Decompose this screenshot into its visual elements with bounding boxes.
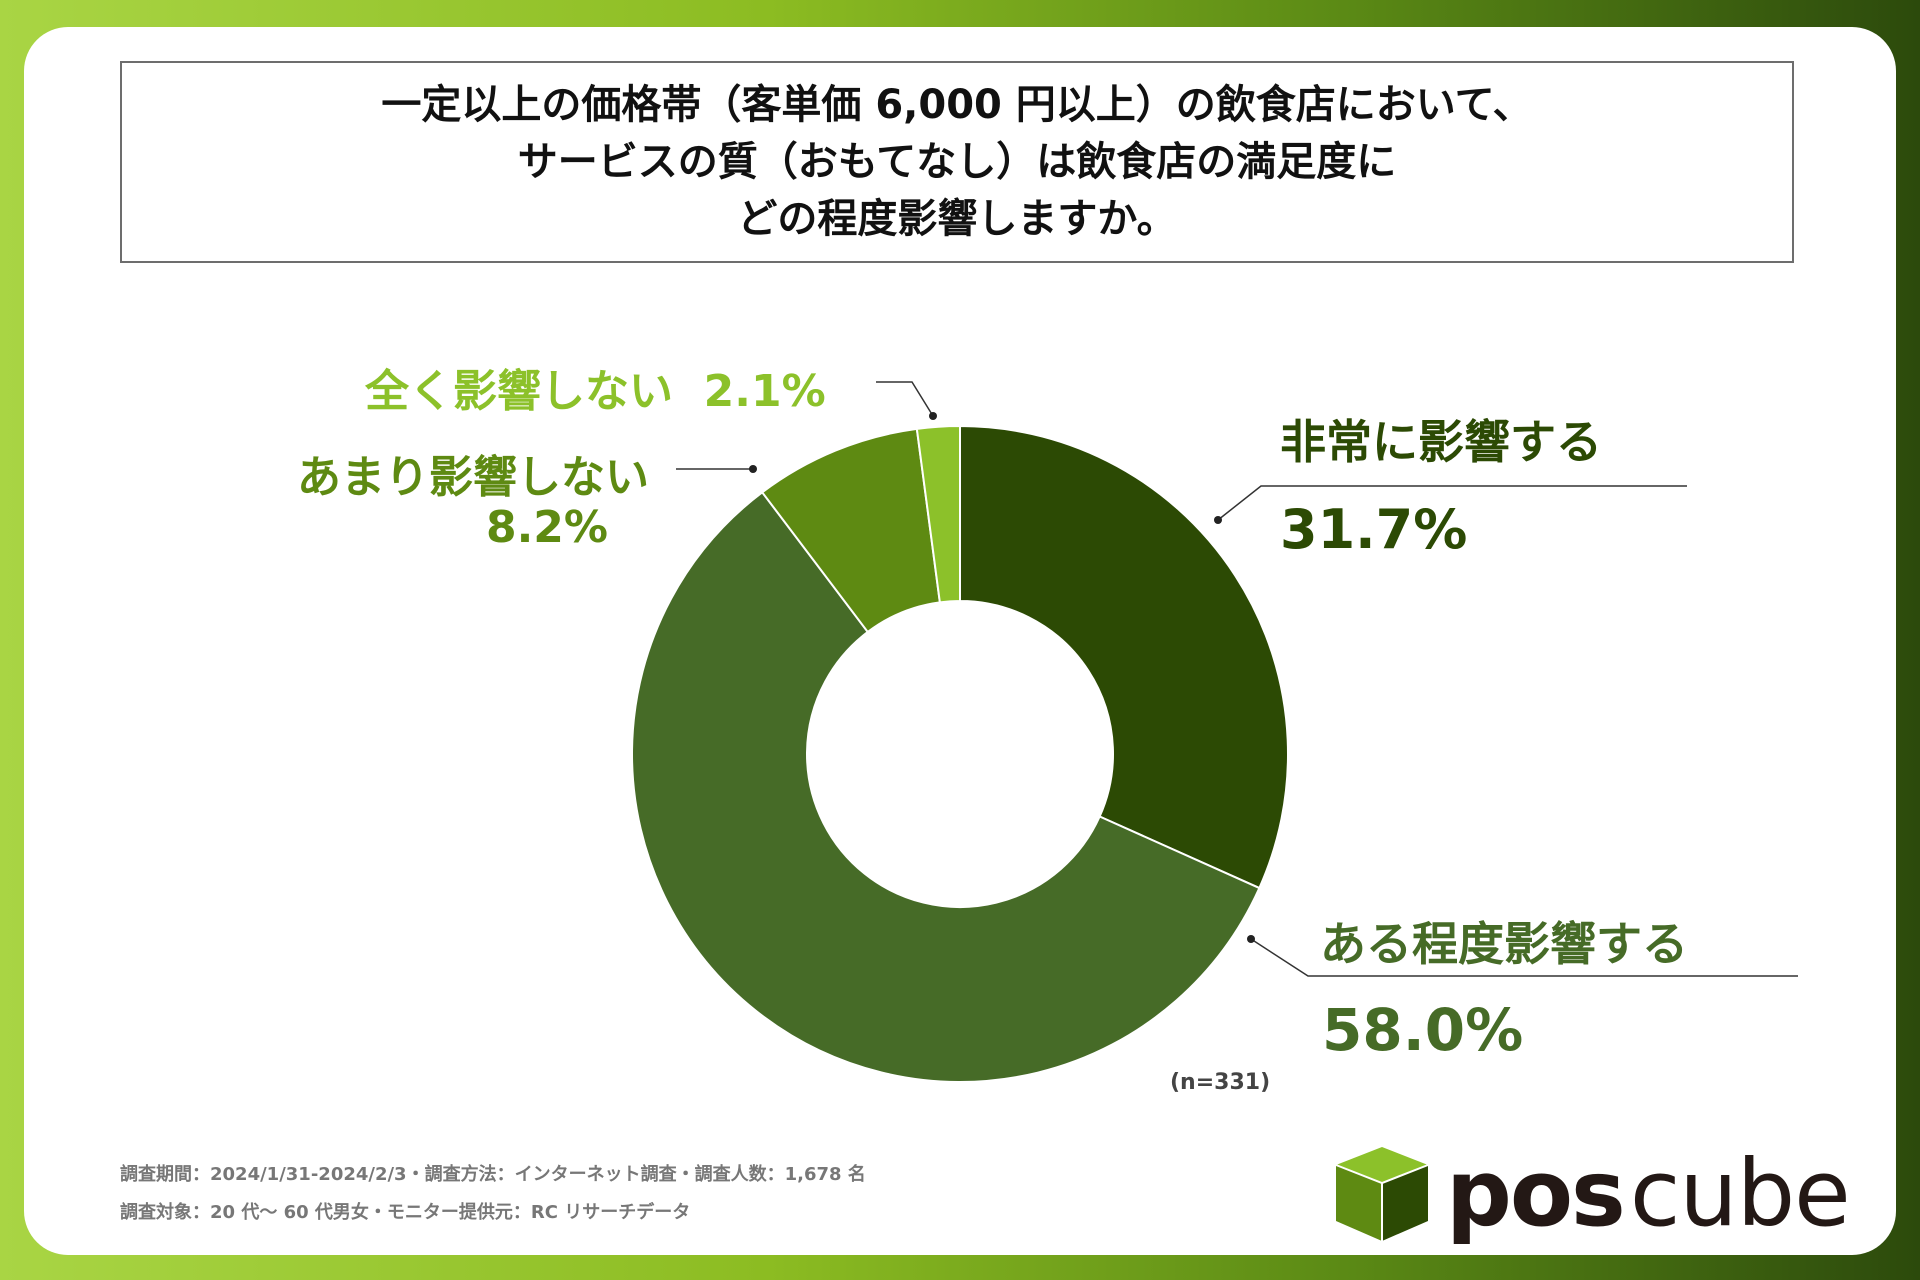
leader-dot-3 bbox=[929, 412, 937, 420]
footer-survey-info: 調査期間：2024/1/31-2024/2/3・調査方法：インターネット調査・調… bbox=[120, 1164, 866, 1185]
label-value-2: 8.2% bbox=[485, 502, 608, 553]
title-line-2: サービスの質（おもてなし）は飲食店の満足度に bbox=[517, 138, 1397, 185]
label-category-0: 非常に影響する bbox=[1280, 415, 1602, 469]
label-group-3: 全く影響しない 2.1% bbox=[365, 355, 826, 419]
label-category-3: 全く影響しない bbox=[365, 366, 673, 417]
leader-line-3 bbox=[876, 381, 934, 417]
donut-slice-0 bbox=[959, 424, 1289, 890]
label-category-1: ある程度影響する bbox=[1320, 917, 1688, 971]
poscube-logo: pos cube bbox=[1332, 1140, 1851, 1247]
footer-survey-target: 調査対象：20 代～ 60 代男女・モニター提供元：RC リサーチデータ bbox=[120, 1202, 691, 1223]
title-line-3: どの程度影響しますか。 bbox=[737, 195, 1177, 242]
cube-icon bbox=[1335, 1147, 1429, 1241]
label-value-0: 31.7% bbox=[1280, 498, 1468, 561]
label-value-1: 58.0% bbox=[1322, 996, 1524, 1064]
logo-text-bold: pos bbox=[1446, 1139, 1626, 1247]
donut-slice-1 bbox=[631, 490, 1261, 1083]
leader-dot-2 bbox=[749, 465, 757, 473]
label-category-2: あまり影響しない bbox=[297, 452, 649, 503]
question-title: 一定以上の価格帯（客単価 6,000 円以上）の飲食店において、 サービスの質（… bbox=[120, 61, 1794, 263]
sample-size: (n=331) bbox=[1170, 1070, 1271, 1095]
donut-slice-3 bbox=[915, 424, 961, 604]
leader-line-1 bbox=[1250, 938, 1798, 977]
leader-dot-1 bbox=[1247, 935, 1255, 943]
logo-text-light: cube bbox=[1629, 1139, 1851, 1247]
title-line-1: 一定以上の価格帯（客単価 6,000 円以上）の飲食店において、 bbox=[381, 81, 1533, 128]
leader-dot-0 bbox=[1214, 516, 1222, 524]
label-value-3: 2.1% bbox=[703, 366, 826, 417]
leader-line-0 bbox=[1217, 485, 1687, 521]
leader-lines bbox=[676, 381, 1798, 977]
